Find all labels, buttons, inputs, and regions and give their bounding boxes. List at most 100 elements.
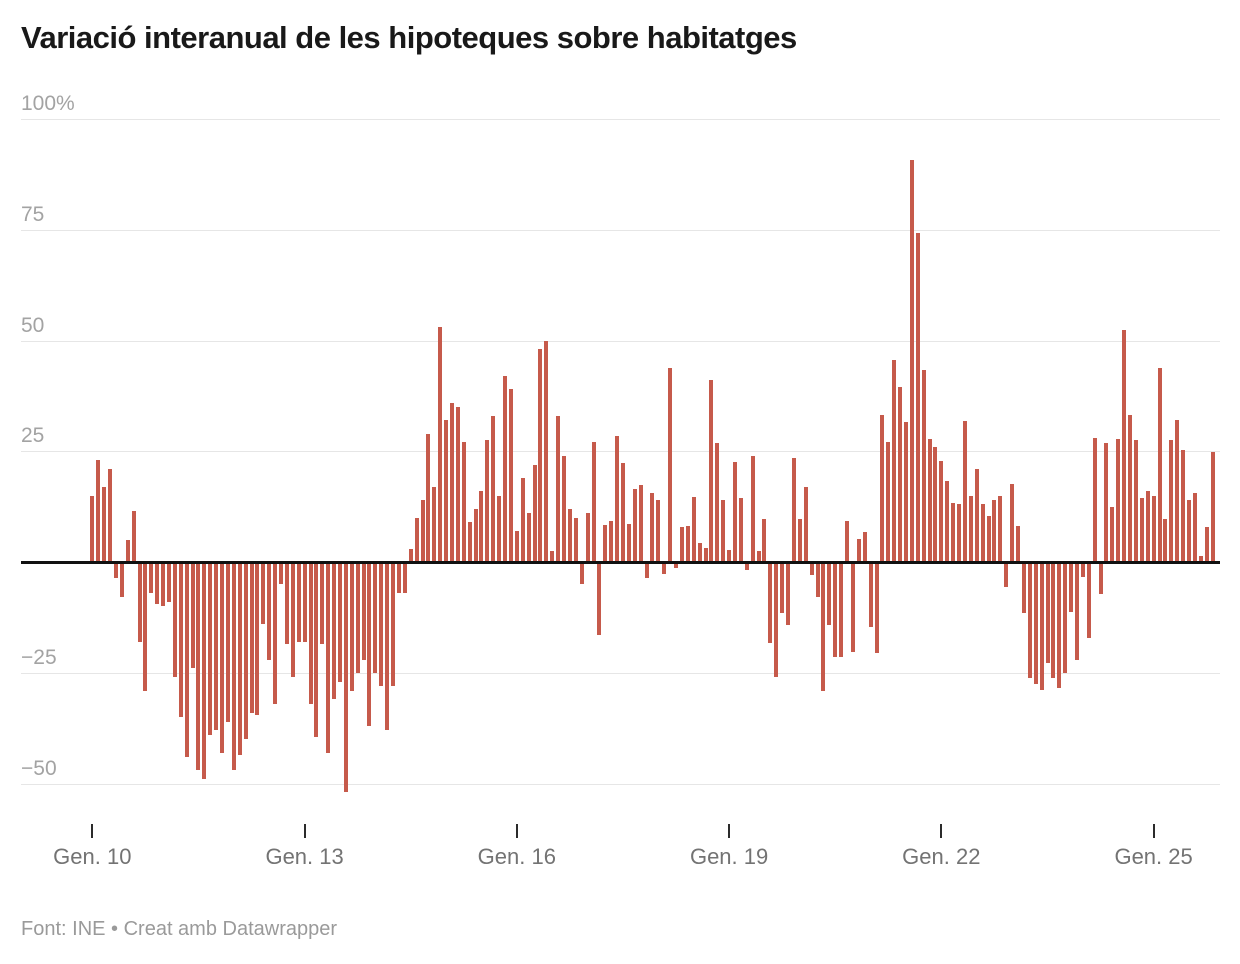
bar[interactable]	[791, 458, 796, 562]
bar[interactable]	[585, 513, 590, 562]
bar[interactable]	[1016, 526, 1020, 562]
bar[interactable]	[172, 562, 177, 678]
bar[interactable]	[208, 562, 213, 735]
bar[interactable]	[845, 521, 849, 562]
bar[interactable]	[96, 460, 101, 562]
bar[interactable]	[986, 515, 991, 562]
bar[interactable]	[231, 562, 236, 771]
bar[interactable]	[455, 407, 460, 562]
bar[interactable]	[1010, 484, 1015, 562]
bar[interactable]	[538, 349, 543, 562]
bar[interactable]	[332, 562, 336, 700]
bar[interactable]	[461, 442, 466, 562]
bar[interactable]	[1092, 438, 1097, 562]
bar[interactable]	[508, 389, 513, 562]
bar[interactable]	[998, 495, 1003, 562]
bar[interactable]	[797, 518, 802, 562]
bar[interactable]	[284, 562, 289, 644]
bar[interactable]	[668, 368, 673, 562]
bar[interactable]	[520, 477, 525, 562]
bar[interactable]	[762, 518, 767, 562]
bar[interactable]	[750, 456, 755, 562]
bar[interactable]	[591, 442, 596, 562]
bar[interactable]	[184, 562, 189, 757]
bar[interactable]	[1198, 555, 1203, 562]
bar[interactable]	[379, 562, 384, 686]
bar[interactable]	[1116, 439, 1121, 562]
bar[interactable]	[149, 562, 154, 593]
bar[interactable]	[974, 469, 979, 562]
bar[interactable]	[1145, 490, 1150, 562]
bar[interactable]	[1169, 440, 1174, 562]
bar[interactable]	[320, 562, 325, 644]
bar[interactable]	[703, 548, 708, 562]
bar[interactable]	[119, 562, 124, 598]
bar[interactable]	[155, 562, 160, 605]
bar[interactable]	[1210, 451, 1215, 562]
bar[interactable]	[1104, 443, 1109, 562]
bar[interactable]	[196, 562, 201, 771]
bar[interactable]	[868, 562, 873, 627]
bar[interactable]	[438, 327, 443, 562]
bar[interactable]	[821, 562, 826, 692]
bar[interactable]	[1157, 368, 1162, 562]
bar[interactable]	[220, 562, 224, 753]
bar[interactable]	[850, 562, 855, 652]
bar[interactable]	[1033, 562, 1038, 685]
bar[interactable]	[679, 526, 684, 562]
bar[interactable]	[915, 232, 920, 562]
bar[interactable]	[1027, 562, 1032, 678]
bar[interactable]	[1181, 449, 1186, 562]
bar[interactable]	[102, 486, 107, 562]
bar[interactable]	[444, 420, 449, 562]
bar[interactable]	[727, 550, 732, 562]
bar[interactable]	[337, 562, 342, 682]
bar[interactable]	[503, 375, 507, 562]
bar[interactable]	[1204, 526, 1209, 562]
bar[interactable]	[349, 562, 354, 691]
bar[interactable]	[131, 511, 136, 562]
bar[interactable]	[166, 562, 171, 602]
bar[interactable]	[567, 508, 572, 562]
bar[interactable]	[343, 562, 348, 793]
bar[interactable]	[367, 562, 372, 726]
bar[interactable]	[326, 562, 331, 753]
bar[interactable]	[1151, 495, 1156, 562]
bar[interactable]	[202, 562, 207, 780]
bar[interactable]	[674, 562, 678, 569]
bar[interactable]	[933, 446, 938, 562]
bar[interactable]	[685, 525, 690, 562]
bar[interactable]	[898, 387, 903, 562]
bar[interactable]	[1133, 440, 1138, 562]
bar[interactable]	[1063, 562, 1068, 674]
bar[interactable]	[497, 495, 502, 562]
bar[interactable]	[279, 562, 283, 585]
bar[interactable]	[874, 562, 879, 654]
bar[interactable]	[273, 562, 278, 704]
bar[interactable]	[255, 562, 260, 715]
bar[interactable]	[361, 562, 366, 660]
bar[interactable]	[113, 562, 118, 578]
bar[interactable]	[880, 414, 885, 562]
bar[interactable]	[432, 486, 437, 562]
bar[interactable]	[927, 439, 932, 562]
bar[interactable]	[1086, 562, 1091, 639]
bar[interactable]	[620, 463, 625, 562]
bar[interactable]	[290, 562, 295, 678]
bar[interactable]	[744, 562, 749, 570]
bar[interactable]	[514, 531, 519, 562]
bar[interactable]	[544, 340, 549, 562]
bar[interactable]	[1039, 562, 1044, 690]
bar[interactable]	[1175, 420, 1180, 562]
bar[interactable]	[355, 562, 360, 673]
bar[interactable]	[90, 495, 95, 562]
bar[interactable]	[903, 421, 908, 562]
bar[interactable]	[603, 525, 608, 562]
bar[interactable]	[803, 486, 808, 562]
bar[interactable]	[697, 542, 702, 562]
bar[interactable]	[556, 415, 561, 562]
bar[interactable]	[921, 370, 926, 562]
bar[interactable]	[992, 500, 997, 562]
bar[interactable]	[467, 522, 472, 562]
bar[interactable]	[1074, 562, 1079, 660]
